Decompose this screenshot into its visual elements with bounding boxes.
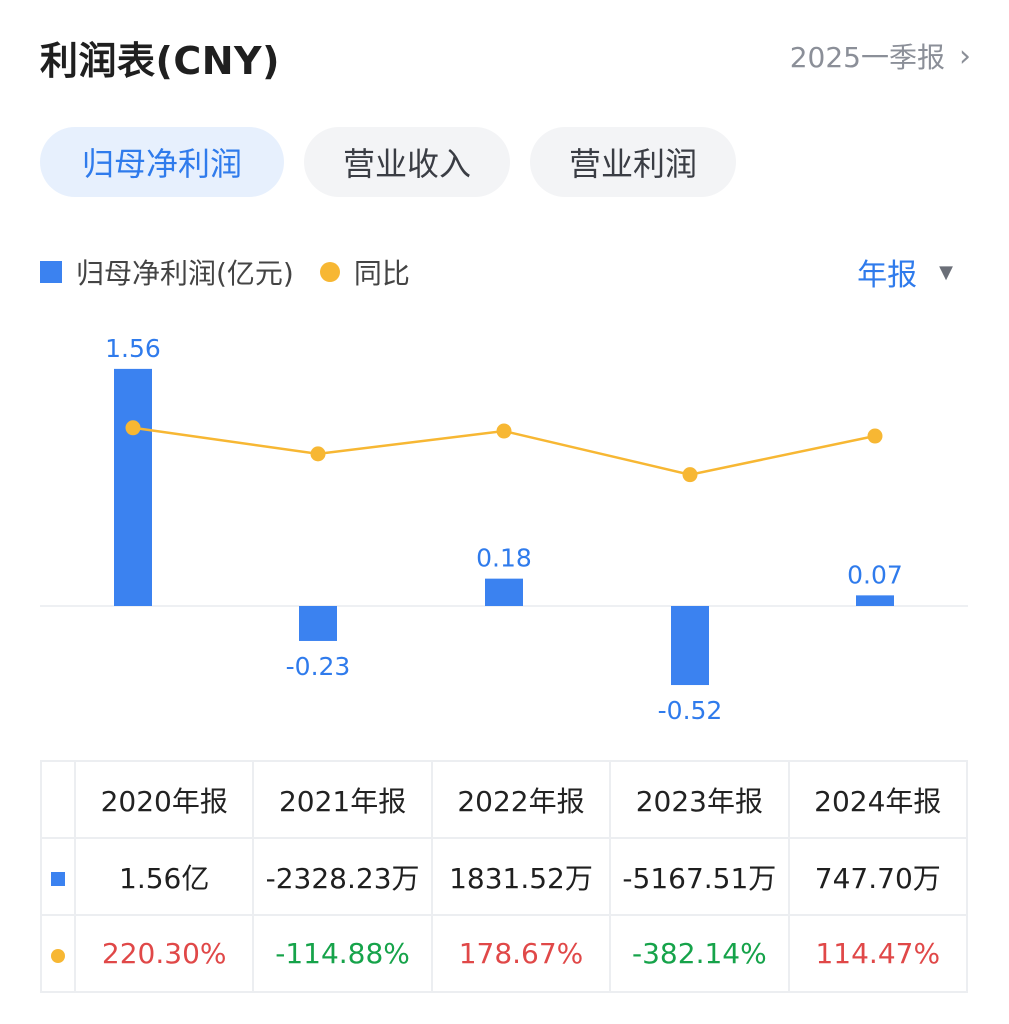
chart-legend: 归母净利润(亿元) 同比 [40,248,410,296]
legend-line-label: 同比 [353,257,410,290]
tab-net-profit[interactable]: 归母净利润 [40,127,284,197]
legend-bar-label: 归母净利润(亿元) [76,257,294,290]
profit-cell: 747.70万 [787,837,969,916]
bar[interactable] [485,578,523,606]
yoy-cell: -382.14% [609,914,790,993]
table-corner-cell [40,760,76,839]
row-marker-cell [40,837,76,916]
row-marker-cell [40,914,76,993]
bar[interactable] [299,606,337,641]
table-row-yoy: 220.30% -114.88% 178.67% -382.14% 114.47… [40,914,969,993]
yoy-point[interactable] [310,446,326,462]
yoy-cell: -114.88% [252,914,433,993]
data-table: 2020年报 2021年报 2022年报 2023年报 2024年报 1.56亿… [40,760,969,993]
table-header-cell: 2021年报 [252,760,433,839]
yoy-cell: 178.67% [430,914,612,993]
bar[interactable] [114,368,152,606]
report-type-label: 年报 [857,258,918,293]
legend-bar-marker [40,261,62,283]
profit-cell: 1.56亿 [73,837,255,916]
yoy-point[interactable] [125,420,141,436]
bar-value-label: 0.07 [847,560,903,589]
tab-revenue[interactable]: 营业收入 [304,127,510,197]
profit-chart: 1.56 -0.23 0.18 -0.52 0.07 [40,334,968,725]
profit-cell: -5167.51万 [609,837,790,916]
report-type-select[interactable]: 年报 ▼ [857,250,953,294]
profit-cell: 1831.52万 [430,837,612,916]
profit-cell: -2328.23万 [252,837,433,916]
yoy-point[interactable] [682,467,698,483]
yoy-cell: 220.30% [73,914,255,993]
table-header-cell: 2024年报 [787,760,969,839]
bar-value-label: 0.18 [476,544,532,573]
metric-tabs: 归母净利润 营业收入 营业利润 [40,127,736,197]
bar-marker-icon [51,872,65,886]
table-header-cell: 2022年报 [430,760,612,839]
bar-value-label: 1.56 [105,334,161,363]
bar[interactable] [856,595,894,606]
dot-marker-icon [51,949,65,963]
table-row-profit: 1.56亿 -2328.23万 1831.52万 -5167.51万 747.7… [40,837,969,916]
yoy-point[interactable] [496,423,512,439]
header: 利润表(CNY) 2025一季报 › [40,22,971,84]
tab-operating-profit[interactable]: 营业利润 [530,127,736,197]
period-label: 2025一季报 [789,41,945,74]
legend-line-marker [319,262,340,282]
bar[interactable] [671,606,709,686]
page-title: 利润表(CNY) [40,39,280,83]
bar-value-label: -0.52 [658,696,723,725]
triangle-down-icon: ▼ [939,261,953,283]
chevron-right-icon: › [959,38,971,74]
period-link[interactable]: 2025一季报 › [790,36,971,76]
yoy-cell: 114.47% [787,914,969,993]
table-header-cell: 2023年报 [609,760,790,839]
table-header-cell: 2020年报 [73,760,255,839]
table-header-row: 2020年报 2021年报 2022年报 2023年报 2024年报 [40,760,969,839]
bar-value-label: -0.23 [286,652,351,681]
yoy-point[interactable] [867,428,883,444]
